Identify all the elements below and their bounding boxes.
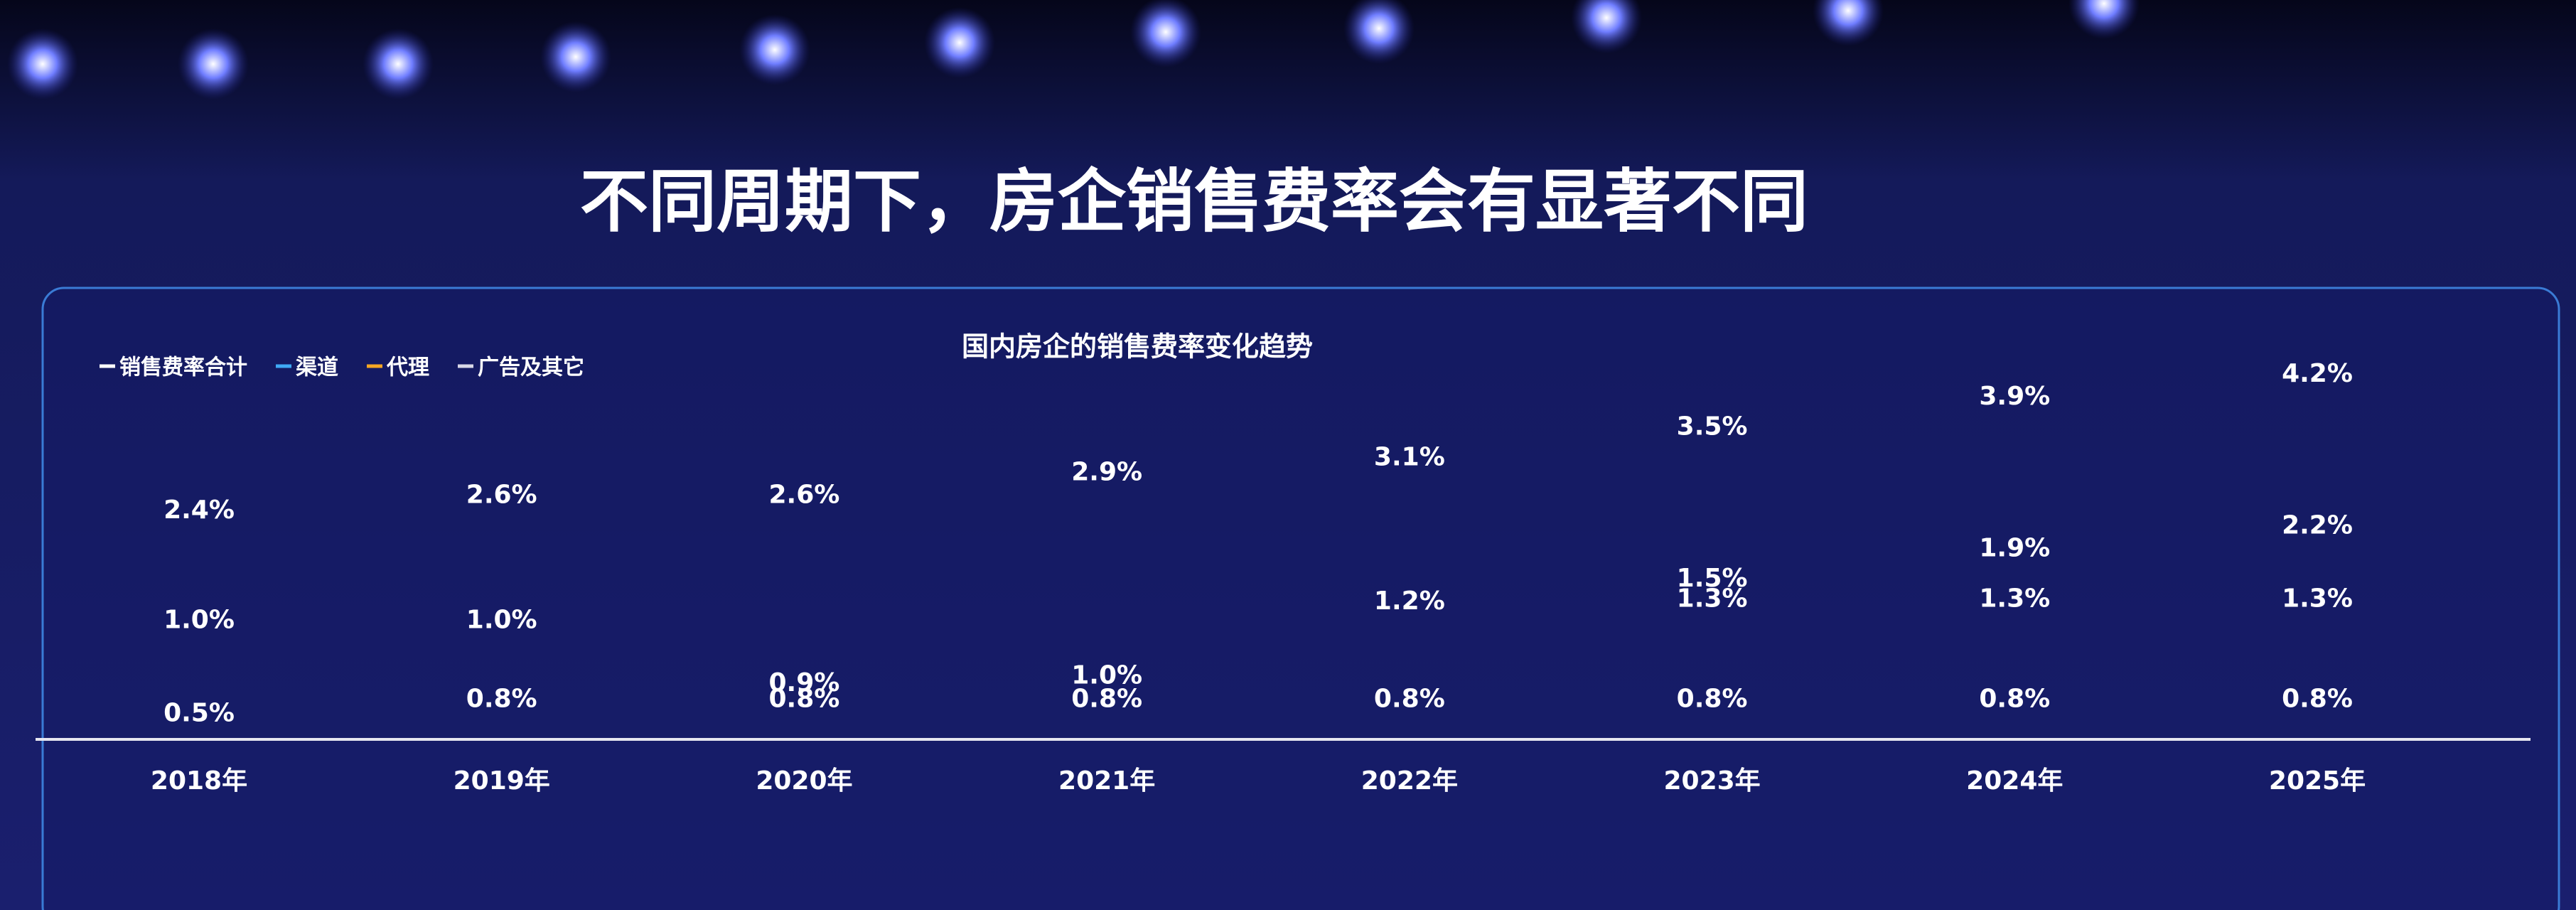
data-label: 1.0% — [1071, 660, 1142, 690]
legend-label: 销售费率合计 — [119, 355, 247, 380]
x-tick-label: 2022年 — [1361, 766, 1458, 796]
data-label: 1.3% — [2282, 584, 2353, 613]
data-label: 1.5% — [1677, 564, 1748, 593]
chart-panel — [41, 287, 2560, 910]
data-label: 2.9% — [1071, 458, 1142, 487]
data-label: 0.8% — [1374, 685, 1445, 714]
data-label: 3.5% — [1677, 412, 1748, 441]
data-label: 2.6% — [466, 481, 537, 510]
x-tick-label: 2024年 — [1966, 766, 2063, 796]
data-label: 0.8% — [1979, 685, 2050, 714]
data-label: 3.1% — [1374, 442, 1445, 471]
data-label: 2.2% — [2282, 510, 2353, 540]
data-label: 1.9% — [1979, 533, 2050, 562]
x-tick-label: 2023年 — [1663, 766, 1760, 796]
data-label: 0.9% — [769, 668, 840, 697]
x-tick-label: 2025年 — [2269, 766, 2366, 796]
data-label: 1.0% — [466, 605, 537, 634]
data-label: 2.6% — [769, 481, 840, 510]
data-label: 1.3% — [1677, 584, 1748, 613]
x-tick-label: 2021年 — [1058, 766, 1155, 796]
data-label: 4.2% — [2282, 359, 2353, 388]
stage-lights — [7, 0, 2140, 100]
data-label: 0.8% — [769, 685, 840, 714]
legend-label: 代理 — [386, 355, 429, 380]
data-label: 0.5% — [163, 699, 235, 728]
data-label: 1.2% — [1374, 587, 1445, 616]
data-label: 1.0% — [163, 605, 235, 634]
data-label: 1.3% — [1979, 584, 2050, 613]
data-label: 0.8% — [1677, 685, 1748, 714]
legend-label: 渠道 — [296, 355, 338, 380]
data-label: 2.4% — [163, 496, 235, 525]
x-tick-label: 2018年 — [151, 766, 247, 796]
data-label: 0.8% — [1071, 685, 1142, 714]
data-label: 0.8% — [2282, 685, 2353, 714]
slide-title: 不同周期下，房企销售费率会有显著不同 — [580, 161, 1808, 241]
x-tick-label: 2020年 — [756, 766, 852, 796]
data-label: 0.8% — [466, 685, 537, 714]
chart-title: 国内房企的销售费率变化趋势 — [962, 331, 1313, 363]
legend: 销售费率合计 渠道 代理 广告及其它 — [100, 355, 584, 380]
data-label: 3.9% — [1979, 382, 2050, 411]
x-tick-label: 2019年 — [454, 766, 550, 796]
legend-label: 广告及其它 — [478, 355, 584, 380]
